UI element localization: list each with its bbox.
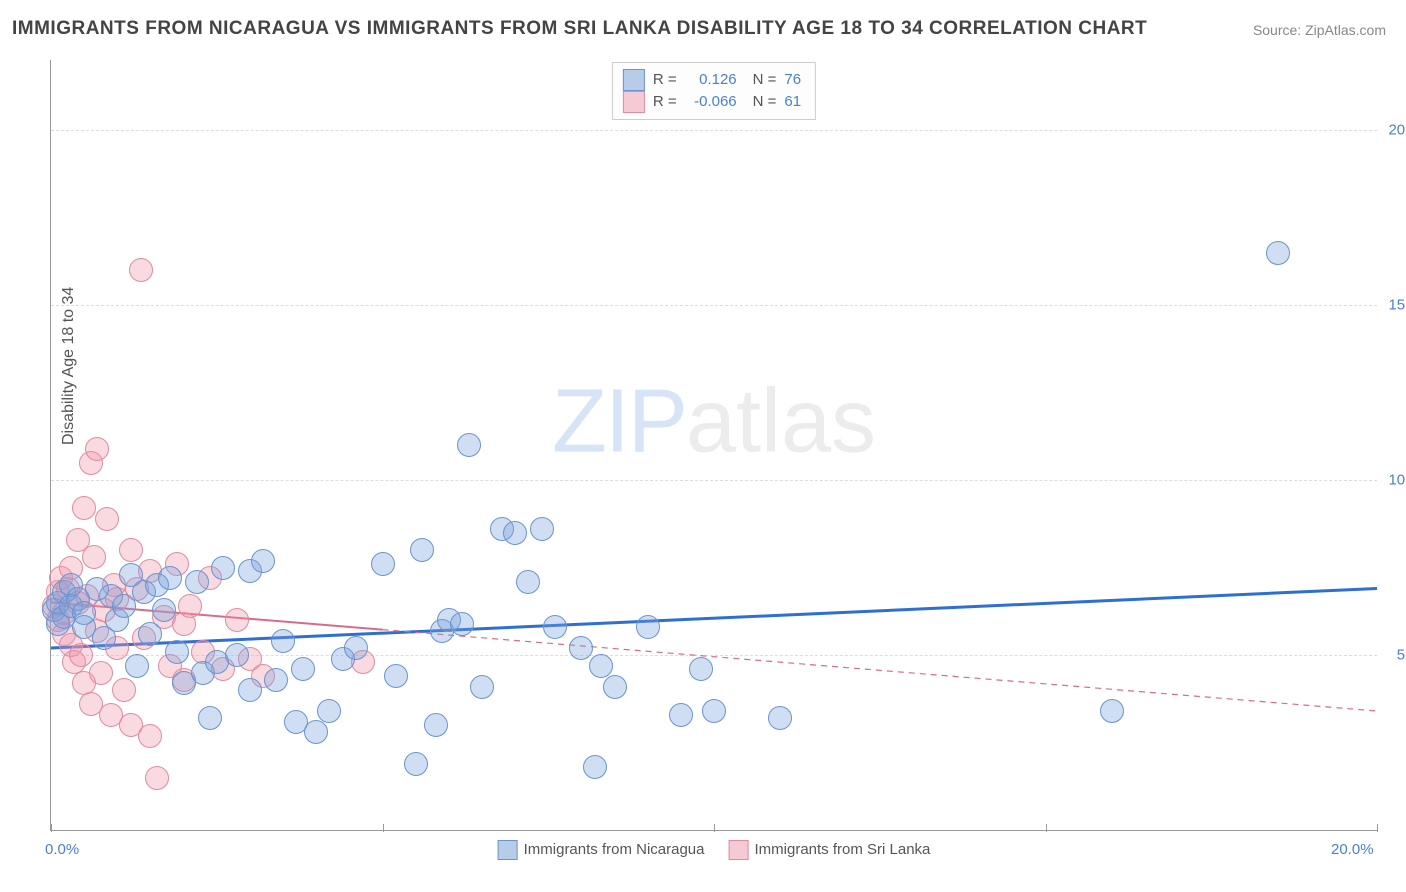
data-point <box>470 675 494 699</box>
data-point <box>530 517 554 541</box>
legend-item-nicaragua: Immigrants from Nicaragua <box>498 840 705 860</box>
data-point <box>271 629 295 653</box>
data-point <box>1100 699 1124 723</box>
n-value-nicaragua: 76 <box>784 69 801 91</box>
data-point <box>129 258 153 282</box>
legend-label-nicaragua: Immigrants from Nicaragua <box>524 841 705 858</box>
data-point <box>371 552 395 576</box>
data-point <box>702 699 726 723</box>
data-point <box>85 437 109 461</box>
data-point <box>583 755 607 779</box>
data-point <box>165 640 189 664</box>
stats-row-srilanka: R = -0.066 N = 61 <box>623 91 801 113</box>
y-tick-label: 10.0% <box>1388 472 1406 489</box>
x-tick-label: 0.0% <box>45 841 79 858</box>
data-point <box>211 556 235 580</box>
swatch-srilanka <box>623 91 645 113</box>
data-point <box>589 654 613 678</box>
data-point <box>72 496 96 520</box>
legend-swatch-srilanka <box>729 840 749 860</box>
swatch-nicaragua <box>623 69 645 91</box>
data-point <box>304 720 328 744</box>
data-point <box>404 752 428 776</box>
r-value-nicaragua: 0.126 <box>685 69 737 91</box>
data-point <box>125 654 149 678</box>
data-point <box>225 608 249 632</box>
data-point <box>251 549 275 573</box>
y-tick-label: 15.0% <box>1388 297 1406 314</box>
plot-area: Disability Age 18 to 34 ZIPatlas 5.0%10.… <box>50 60 1377 831</box>
data-point <box>344 636 368 660</box>
data-point <box>503 521 527 545</box>
data-point <box>198 706 222 730</box>
data-point <box>1266 241 1290 265</box>
data-point <box>138 622 162 646</box>
data-point <box>158 566 182 590</box>
data-point <box>450 612 474 636</box>
stats-legend: R = 0.126 N = 76 R = -0.066 N = 61 <box>612 62 816 120</box>
data-point <box>69 643 93 667</box>
stats-row-nicaragua: R = 0.126 N = 76 <box>623 69 801 91</box>
source-label: Source: ZipAtlas.com <box>1253 22 1386 38</box>
data-point <box>669 703 693 727</box>
data-point <box>225 643 249 667</box>
data-point <box>689 657 713 681</box>
data-point <box>178 594 202 618</box>
data-point <box>119 538 143 562</box>
data-point <box>138 724 162 748</box>
data-point <box>152 598 176 622</box>
data-point <box>317 699 341 723</box>
data-point <box>543 615 567 639</box>
data-point <box>636 615 660 639</box>
r-value-srilanka: -0.066 <box>685 91 737 113</box>
data-point <box>89 661 113 685</box>
data-point <box>457 433 481 457</box>
data-point <box>768 706 792 730</box>
data-point <box>82 545 106 569</box>
data-point <box>185 570 209 594</box>
n-value-srilanka: 61 <box>784 91 801 113</box>
data-point <box>569 636 593 660</box>
data-point <box>291 657 315 681</box>
x-tick-label: 20.0% <box>1331 841 1374 858</box>
data-point <box>145 766 169 790</box>
data-point <box>112 678 136 702</box>
chart-title: IMMIGRANTS FROM NICARAGUA VS IMMIGRANTS … <box>12 18 1147 40</box>
legend-swatch-nicaragua <box>498 840 518 860</box>
x-tick <box>1377 824 1378 832</box>
data-point <box>384 664 408 688</box>
y-tick-label: 5.0% <box>1397 647 1406 664</box>
data-point <box>238 678 262 702</box>
data-point <box>264 668 288 692</box>
legend-item-srilanka: Immigrants from Sri Lanka <box>729 840 931 860</box>
data-point <box>410 538 434 562</box>
bottom-legend: Immigrants from Nicaragua Immigrants fro… <box>498 840 931 860</box>
data-point <box>516 570 540 594</box>
legend-label-srilanka: Immigrants from Sri Lanka <box>755 841 931 858</box>
data-point <box>424 713 448 737</box>
data-point <box>95 507 119 531</box>
data-point <box>603 675 627 699</box>
y-tick-label: 20.0% <box>1388 122 1406 139</box>
